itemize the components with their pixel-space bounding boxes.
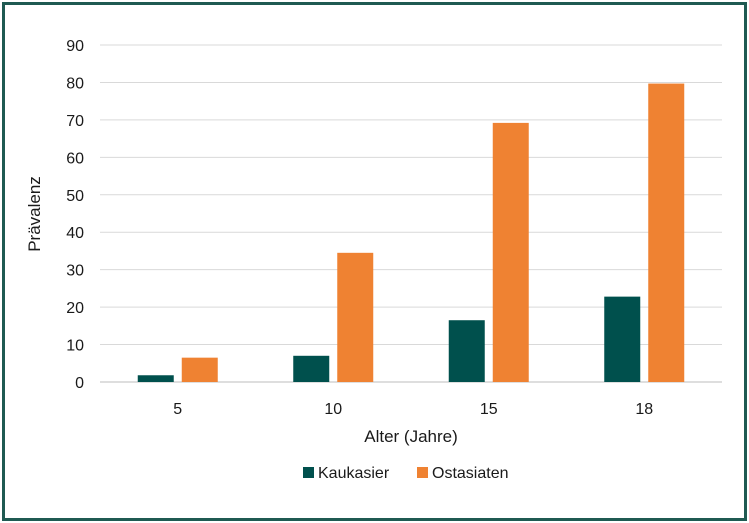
bar-ostasiaten-10	[337, 252, 374, 382]
legend-swatch-kaukasier	[303, 467, 314, 478]
legend: Kaukasier Ostasiaten	[303, 465, 508, 482]
bar-kaukasier-5	[137, 375, 174, 382]
legend-label-ostasiaten: Ostasiaten	[432, 465, 508, 482]
bar-kaukasier-10	[293, 355, 330, 382]
bar-kaukasier-18	[604, 296, 641, 382]
x-axis-label: Alter (Jahre)	[364, 427, 458, 446]
y-tick-label: 0	[75, 375, 84, 392]
x-tick-label: 10	[324, 401, 342, 418]
bars	[137, 83, 685, 382]
y-tick-label: 30	[66, 263, 84, 280]
x-tick-labels: 5 10 15 18	[173, 401, 653, 418]
legend-label-kaukasier: Kaukasier	[318, 465, 390, 482]
y-tick-label: 60	[66, 150, 84, 167]
y-tick-label: 50	[66, 188, 84, 205]
bar-ostasiaten-5	[181, 357, 218, 382]
y-tick-label: 40	[66, 225, 84, 242]
y-tick-label: 70	[66, 113, 84, 130]
y-tick-label: 20	[66, 300, 84, 317]
y-axis-label: Prävalenz	[25, 176, 44, 252]
x-tick-label: 15	[480, 401, 498, 418]
bar-kaukasier-15	[448, 320, 485, 382]
x-tick-label: 18	[635, 401, 653, 418]
bar-ostasiaten-18	[648, 83, 685, 382]
y-tick-label: 90	[66, 38, 84, 55]
legend-swatch-ostasiaten	[417, 467, 428, 478]
y-tick-labels: 0 10 20 30 40 50 60 70 80 90	[66, 38, 84, 392]
y-tick-label: 80	[66, 75, 84, 92]
x-tick-label: 5	[173, 401, 182, 418]
y-tick-label: 10	[66, 338, 84, 355]
bar-ostasiaten-15	[492, 122, 529, 382]
